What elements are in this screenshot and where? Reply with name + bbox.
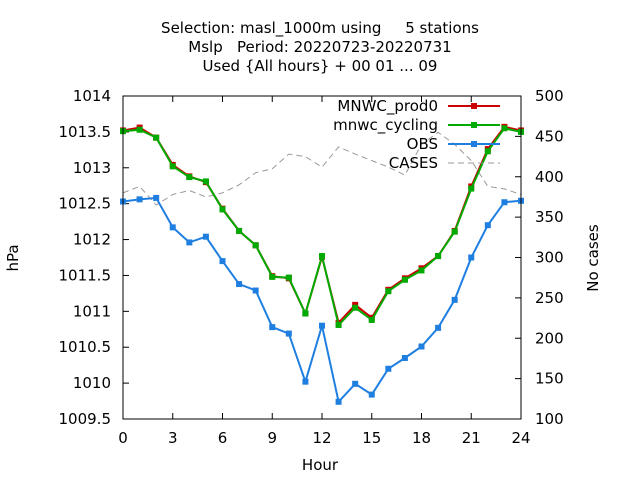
data-point-obs xyxy=(269,324,276,331)
x-tick-label: 18 xyxy=(412,429,431,447)
x-tick-label: 24 xyxy=(511,429,530,447)
series-line-mnwc-prod0 xyxy=(122,125,522,325)
data-point-obs xyxy=(219,258,226,265)
data-point-mnwc-cycling xyxy=(368,316,375,323)
data-point-mnwc-cycling xyxy=(219,206,226,213)
y2-tick-label: 300 xyxy=(535,249,564,267)
x-tick-label: 6 xyxy=(218,429,228,447)
data-point-obs xyxy=(252,287,259,294)
y2-tick-label: 400 xyxy=(535,168,564,186)
chart-title-line-2: Mslp Period: 20220723-20220731 xyxy=(188,38,451,56)
y-tick-label: 1010.5 xyxy=(59,338,112,356)
data-point-obs xyxy=(136,196,143,203)
series-line-obs xyxy=(122,196,522,404)
data-point-mnwc-cycling xyxy=(252,242,259,249)
data-point-mnwc-cycling xyxy=(401,276,408,283)
data-point-mnwc-cycling xyxy=(236,227,243,234)
data-point-obs xyxy=(285,330,292,337)
data-point-obs xyxy=(202,233,209,240)
data-point-mnwc-cycling xyxy=(153,134,160,141)
x-tick-label: 0 xyxy=(118,429,128,447)
y-tick-label: 1009.5 xyxy=(59,410,112,428)
y2-axis-label: No cases xyxy=(584,224,602,292)
x-tick-label: 12 xyxy=(312,429,331,447)
y-tick-label: 1011.5 xyxy=(59,266,112,284)
data-point-mnwc-cycling xyxy=(451,228,458,235)
data-point-mnwc-cycling xyxy=(319,253,325,260)
data-point-mnwc-cycling xyxy=(202,178,209,185)
data-point-mnwc-cycling xyxy=(435,253,442,260)
y-tick-label: 1014 xyxy=(73,87,111,105)
data-point-obs xyxy=(186,239,193,246)
x-tick-label: 3 xyxy=(168,429,178,447)
y-tick-label: 1012.5 xyxy=(59,195,112,213)
legend-label-mnwc-prod0: MNWC_prod0 xyxy=(337,97,438,116)
data-point-obs xyxy=(302,378,309,385)
data-point-mnwc-cycling xyxy=(352,304,359,311)
plot-frame xyxy=(122,95,522,420)
data-point-mnwc-cycling xyxy=(468,185,475,192)
data-point-mnwc-cycling xyxy=(335,321,342,328)
data-point-obs xyxy=(435,324,442,331)
data-point-mnwc-cycling xyxy=(501,125,508,132)
y2-tick-label: 450 xyxy=(535,127,564,145)
data-point-mnwc-cycling xyxy=(186,174,193,181)
data-point-obs xyxy=(401,354,408,361)
data-point-obs xyxy=(484,222,491,229)
data-point-obs xyxy=(368,391,375,398)
y2-tick-label: 200 xyxy=(535,329,564,347)
x-axis-label: Hour xyxy=(302,456,339,474)
y-tick-label: 1010 xyxy=(73,374,111,392)
y-tick-label: 1011 xyxy=(73,302,111,320)
y2-tick-label: 500 xyxy=(535,87,564,105)
data-point-mnwc-cycling xyxy=(136,126,143,133)
data-point-mnwc-cycling xyxy=(484,148,491,155)
y2-tick-label: 100 xyxy=(535,410,564,428)
y-tick-label: 1013 xyxy=(73,159,111,177)
data-point-obs xyxy=(385,365,392,372)
data-point-obs xyxy=(501,199,508,206)
data-point-obs xyxy=(319,322,325,329)
data-point-obs xyxy=(169,224,176,231)
y-axis-label: hPa xyxy=(4,244,22,271)
legend-label-obs: OBS xyxy=(407,135,438,153)
y-tick-label: 1013.5 xyxy=(59,123,112,141)
legend-label-cases: CASES xyxy=(389,154,438,172)
x-tick-label: 9 xyxy=(267,429,277,447)
y2-tick-label: 150 xyxy=(535,370,564,388)
data-point-obs xyxy=(153,194,160,201)
data-point-mnwc-cycling xyxy=(269,273,276,280)
data-point-obs xyxy=(352,380,359,387)
chart-title-line-3: Used {All hours} + 00 01 ... 09 xyxy=(203,57,438,75)
y2-tick-label: 350 xyxy=(535,208,564,226)
data-point-obs xyxy=(451,296,458,303)
legend-marker-mnwc-cycling xyxy=(471,122,477,128)
x-tick-label: 21 xyxy=(462,429,481,447)
legend-marker-mnwc-prod0 xyxy=(471,103,477,109)
data-point-obs xyxy=(335,398,342,405)
data-point-mnwc-cycling xyxy=(302,310,309,317)
x-tick-label: 15 xyxy=(362,429,381,447)
chart-title-line-1: Selection: masl_1000m using 5 stations xyxy=(161,19,479,38)
legend-marker-obs xyxy=(471,141,477,147)
data-point-obs xyxy=(468,254,475,261)
data-point-mnwc-cycling xyxy=(385,288,392,295)
data-point-mnwc-cycling xyxy=(285,274,292,281)
y-tick-label: 1012 xyxy=(73,231,111,249)
data-point-obs xyxy=(418,343,425,350)
series-line-mnwc-cycling xyxy=(122,127,522,328)
data-point-obs xyxy=(236,281,243,288)
legend-label-mnwc-cycling: mnwc_cycling xyxy=(333,116,438,135)
data-point-mnwc-cycling xyxy=(169,163,176,170)
y2-tick-label: 250 xyxy=(535,289,564,307)
data-point-mnwc-cycling xyxy=(418,267,425,274)
